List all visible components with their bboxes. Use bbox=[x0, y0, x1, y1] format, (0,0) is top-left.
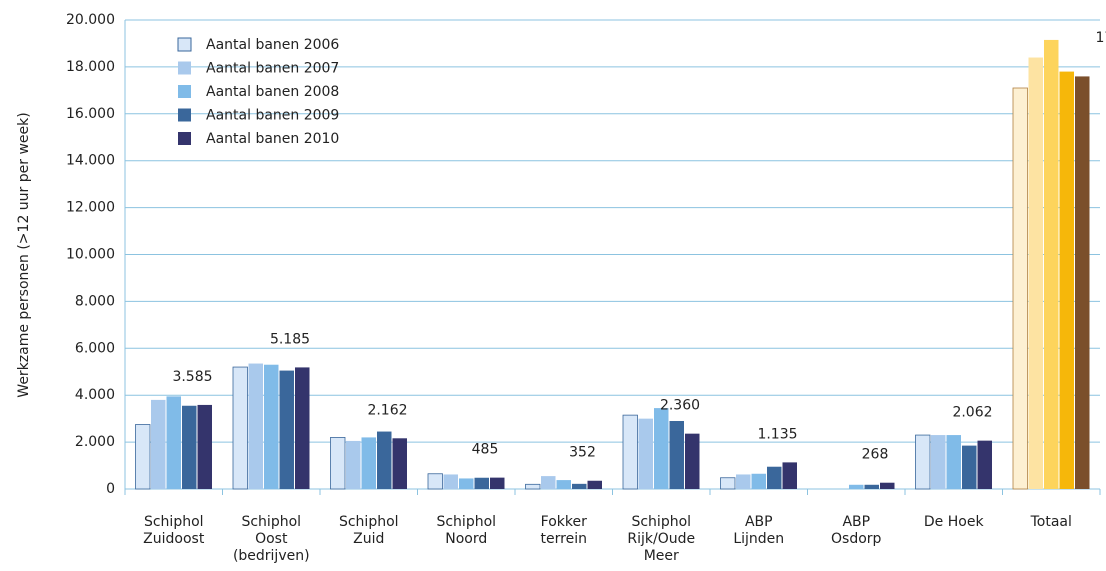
bar bbox=[232, 366, 248, 490]
x-tick-label: Schiphol Zuid bbox=[338, 514, 399, 547]
x-tick-label: Totaal bbox=[1030, 514, 1072, 530]
x-tick-label: Schiphol Zuidoost bbox=[143, 514, 205, 547]
data-label: 352 bbox=[569, 445, 596, 461]
bar bbox=[736, 474, 751, 489]
y-tick-label: 2.000 bbox=[75, 434, 115, 450]
bar bbox=[849, 484, 864, 489]
bar bbox=[1075, 76, 1090, 489]
data-label: 2.360 bbox=[660, 398, 700, 414]
legend-label: Aantal banen 2007 bbox=[206, 61, 339, 77]
bar bbox=[685, 433, 700, 489]
bar bbox=[915, 434, 931, 490]
bar bbox=[977, 440, 992, 489]
bar bbox=[1028, 57, 1043, 490]
bar bbox=[346, 440, 361, 489]
bar bbox=[622, 414, 638, 490]
bar bbox=[638, 418, 653, 489]
bar bbox=[474, 477, 489, 489]
bar bbox=[490, 477, 505, 489]
data-label: 17.594 bbox=[1096, 30, 1106, 46]
legend-label: Aantal banen 2008 bbox=[206, 84, 339, 100]
bar bbox=[1012, 87, 1028, 490]
bar bbox=[295, 367, 310, 489]
bar bbox=[330, 437, 346, 490]
bar bbox=[264, 364, 279, 489]
x-tick-label: Schiphol Rijk/Oude Meer bbox=[627, 514, 696, 564]
x-tick-label: ABP Lijnden bbox=[733, 514, 785, 547]
x-tick-label: Schiphol Noord bbox=[436, 514, 497, 547]
x-tick-label: Fokker terrein bbox=[540, 514, 587, 547]
y-tick-label: 16.000 bbox=[66, 106, 115, 122]
x-tick-label: ABP Osdorp bbox=[831, 514, 882, 547]
y-tick-label: 6.000 bbox=[75, 340, 115, 356]
y-tick-label: 18.000 bbox=[66, 59, 115, 75]
legend-swatch bbox=[177, 37, 192, 52]
bar bbox=[525, 483, 541, 490]
x-tick-label: De Hoek bbox=[923, 514, 984, 530]
data-label: 268 bbox=[862, 447, 889, 463]
y-tick-label: 0 bbox=[106, 481, 115, 497]
bar bbox=[572, 483, 587, 489]
data-label: 1.135 bbox=[757, 426, 797, 442]
bar bbox=[166, 396, 181, 489]
bar bbox=[443, 474, 458, 489]
y-axis-label: Werkzame personen (>12 uur per week) bbox=[16, 112, 32, 397]
bar bbox=[392, 438, 407, 489]
x-tick-label: Schiphol Oost (bedrijven) bbox=[232, 514, 310, 564]
bar bbox=[767, 466, 782, 489]
bar bbox=[151, 399, 166, 489]
bar bbox=[361, 437, 376, 489]
bar bbox=[946, 435, 961, 489]
data-label: 5.185 bbox=[270, 331, 310, 347]
bar bbox=[931, 435, 946, 489]
y-tick-label: 20.000 bbox=[66, 12, 115, 28]
legend-swatch bbox=[178, 61, 191, 75]
y-tick-label: 12.000 bbox=[66, 200, 115, 216]
bar bbox=[556, 480, 571, 489]
bar bbox=[197, 404, 212, 489]
bar bbox=[587, 480, 602, 489]
y-tick-label: 10.000 bbox=[66, 247, 115, 263]
y-tick-label: 4.000 bbox=[75, 387, 115, 403]
y-tick-label: 14.000 bbox=[66, 153, 115, 169]
data-label: 3.585 bbox=[172, 369, 212, 385]
legend-label: Aantal banen 2010 bbox=[206, 131, 339, 147]
bar bbox=[654, 408, 669, 489]
y-tick-label: 8.000 bbox=[75, 293, 115, 309]
bar bbox=[782, 462, 797, 489]
bar bbox=[962, 445, 977, 489]
bar bbox=[377, 431, 392, 489]
bar bbox=[248, 363, 263, 489]
bar bbox=[669, 420, 684, 489]
bar bbox=[182, 405, 197, 489]
data-label: 2.062 bbox=[952, 405, 992, 421]
bar bbox=[459, 478, 474, 489]
legend-label: Aantal banen 2009 bbox=[206, 108, 339, 124]
data-label: 2.162 bbox=[367, 402, 407, 418]
bar bbox=[427, 473, 443, 490]
bar bbox=[1044, 39, 1059, 490]
legend-label: Aantal banen 2006 bbox=[206, 37, 339, 53]
bar bbox=[864, 484, 879, 489]
legend-swatch bbox=[178, 108, 191, 122]
bar bbox=[880, 482, 895, 489]
bar bbox=[751, 473, 766, 489]
data-label: 485 bbox=[472, 442, 499, 458]
bar bbox=[541, 476, 556, 489]
bar bbox=[135, 424, 151, 490]
legend-swatch bbox=[178, 85, 191, 98]
bar bbox=[720, 477, 736, 490]
bar bbox=[1059, 71, 1074, 489]
bar bbox=[279, 370, 294, 489]
legend-swatch bbox=[178, 132, 191, 145]
